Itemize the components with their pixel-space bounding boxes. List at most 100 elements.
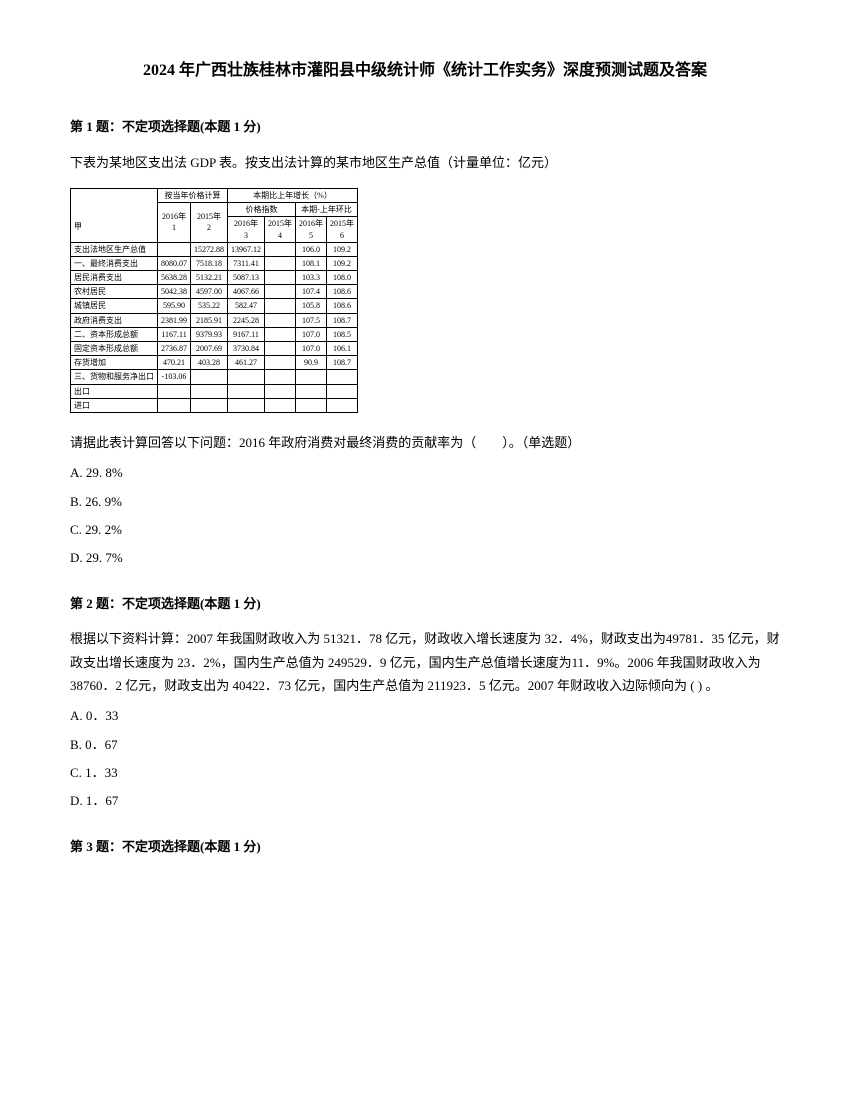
cell: 13967.12 <box>228 242 265 256</box>
cell <box>265 356 296 370</box>
cell: 595.90 <box>158 299 191 313</box>
cell: 108.6 <box>327 299 358 313</box>
q1-option-d: D. 29. 7% <box>70 549 780 567</box>
q1-text1: 下表为某地区支出法 GDP 表。按支出法计算的某市地区生产总值（计量单位：亿元） <box>70 151 780 174</box>
cell: 15272.88 <box>191 242 228 256</box>
cell <box>296 384 327 398</box>
cell: 582.47 <box>228 299 265 313</box>
row-label: 二、资本形成总额 <box>71 327 158 341</box>
cell <box>265 327 296 341</box>
row-label: 支出法地区生产总值 <box>71 242 158 256</box>
cell <box>265 271 296 285</box>
row-label: 三、货物和服务净出口 <box>71 370 158 384</box>
table-row: 固定资本形成总额2736.872007.693730.84107.0106.1 <box>71 342 358 356</box>
table-row: 居民消费支出5638.285132.215087.13103.3108.0 <box>71 271 358 285</box>
cell: 403.28 <box>191 356 228 370</box>
cell: 9167.11 <box>228 327 265 341</box>
cell: 106.1 <box>327 342 358 356</box>
cell <box>296 370 327 384</box>
q1-text2: 请据此表计算回答以下问题：2016 年政府消费对最终消费的贡献率为（ ）。（单选… <box>70 431 780 454</box>
row-label: 出口 <box>71 384 158 398</box>
cell <box>265 398 296 412</box>
q2-header: 第 2 题：不定项选择题(本题 1 分) <box>70 595 780 613</box>
cell: 4067.66 <box>228 285 265 299</box>
cell: 106.0 <box>296 242 327 256</box>
gdp-table: 甲 按当年价格计算 本期比上年增长（%） 2016年1 2015年2 价格指数 … <box>70 188 780 413</box>
row-label: 农村居民 <box>71 285 158 299</box>
q2-text: 根据以下资料计算：2007 年我国财政收入为 51321．78 亿元，财政收入增… <box>70 627 780 697</box>
row-label: 固定资本形成总额 <box>71 342 158 356</box>
cell: 2007.69 <box>191 342 228 356</box>
table-row: 支出法地区生产总值15272.8813967.12106.0109.2 <box>71 242 358 256</box>
cell: 5042.38 <box>158 285 191 299</box>
cell: 9379.93 <box>191 327 228 341</box>
q1-option-b: B. 26. 9% <box>70 493 780 511</box>
row-label: 进口 <box>71 398 158 412</box>
cell <box>158 398 191 412</box>
cell: 108.7 <box>327 313 358 327</box>
cell: 2245.28 <box>228 313 265 327</box>
cell: 2381.99 <box>158 313 191 327</box>
cell: 107.4 <box>296 285 327 299</box>
cell: -103.06 <box>158 370 191 384</box>
cell: 470.21 <box>158 356 191 370</box>
cell <box>228 398 265 412</box>
q1-header: 第 1 题：不定项选择题(本题 1 分) <box>70 118 780 136</box>
table-row: 进口 <box>71 398 358 412</box>
table-row: 三、货物和服务净出口-103.06 <box>71 370 358 384</box>
cell: 7518.18 <box>191 256 228 270</box>
cell: 107.0 <box>296 342 327 356</box>
cell: 108.5 <box>327 327 358 341</box>
table-header-group2: 本期比上年增长（%） <box>228 188 358 202</box>
cell: 109.2 <box>327 256 358 270</box>
table-row: 城镇居民595.90535.22582.47105.8108.6 <box>71 299 358 313</box>
q2-option-d: D. 1．67 <box>70 792 780 810</box>
cell <box>265 299 296 313</box>
row-label: 存货增加 <box>71 356 158 370</box>
table-header-empty: 甲 <box>71 188 158 242</box>
th-2016: 2016年1 <box>158 203 191 243</box>
cell <box>228 370 265 384</box>
th-c3: 2016年3 <box>228 217 265 242</box>
cell <box>191 370 228 384</box>
cell <box>265 256 296 270</box>
table-row: 出口 <box>71 384 358 398</box>
cell <box>265 342 296 356</box>
th-c6: 2015年6 <box>327 217 358 242</box>
cell <box>296 398 327 412</box>
q2-option-b: B. 0．67 <box>70 736 780 754</box>
cell: 90.9 <box>296 356 327 370</box>
th-sub-a: 价格指数 <box>228 203 296 217</box>
q1-option-a: A. 29. 8% <box>70 464 780 482</box>
cell <box>327 384 358 398</box>
q1-option-c: C. 29. 2% <box>70 521 780 539</box>
cell: 107.5 <box>296 313 327 327</box>
row-label: 一、最终消费支出 <box>71 256 158 270</box>
cell: 5087.13 <box>228 271 265 285</box>
cell <box>265 384 296 398</box>
cell: 4597.00 <box>191 285 228 299</box>
q3-header: 第 3 题：不定项选择题(本题 1 分) <box>70 838 780 856</box>
cell <box>327 398 358 412</box>
cell: 108.7 <box>327 356 358 370</box>
cell: 108.6 <box>327 285 358 299</box>
cell <box>191 398 228 412</box>
table-row: 二、资本形成总额1167.119379.939167.11107.0108.5 <box>71 327 358 341</box>
q2-option-c: C. 1．33 <box>70 764 780 782</box>
cell: 108.0 <box>327 271 358 285</box>
th-c5: 2016年5 <box>296 217 327 242</box>
table-row: 一、最终消费支出8080.077518.187311.41108.1109.2 <box>71 256 358 270</box>
cell: 105.8 <box>296 299 327 313</box>
cell <box>158 384 191 398</box>
table-row: 政府消费支出2381.992185.912245.28 107.5108.7 <box>71 313 358 327</box>
document-title: 2024 年广西壮族桂林市灌阳县中级统计师《统计工作实务》深度预测试题及答案 <box>70 60 780 82</box>
cell <box>228 384 265 398</box>
row-label: 政府消费支出 <box>71 313 158 327</box>
cell: 461.27 <box>228 356 265 370</box>
cell: 2736.87 <box>158 342 191 356</box>
th-c4: 2015年4 <box>265 217 296 242</box>
cell: 2185.91 <box>191 313 228 327</box>
cell <box>191 384 228 398</box>
cell: 107.0 <box>296 327 327 341</box>
th-2015: 2015年2 <box>191 203 228 243</box>
